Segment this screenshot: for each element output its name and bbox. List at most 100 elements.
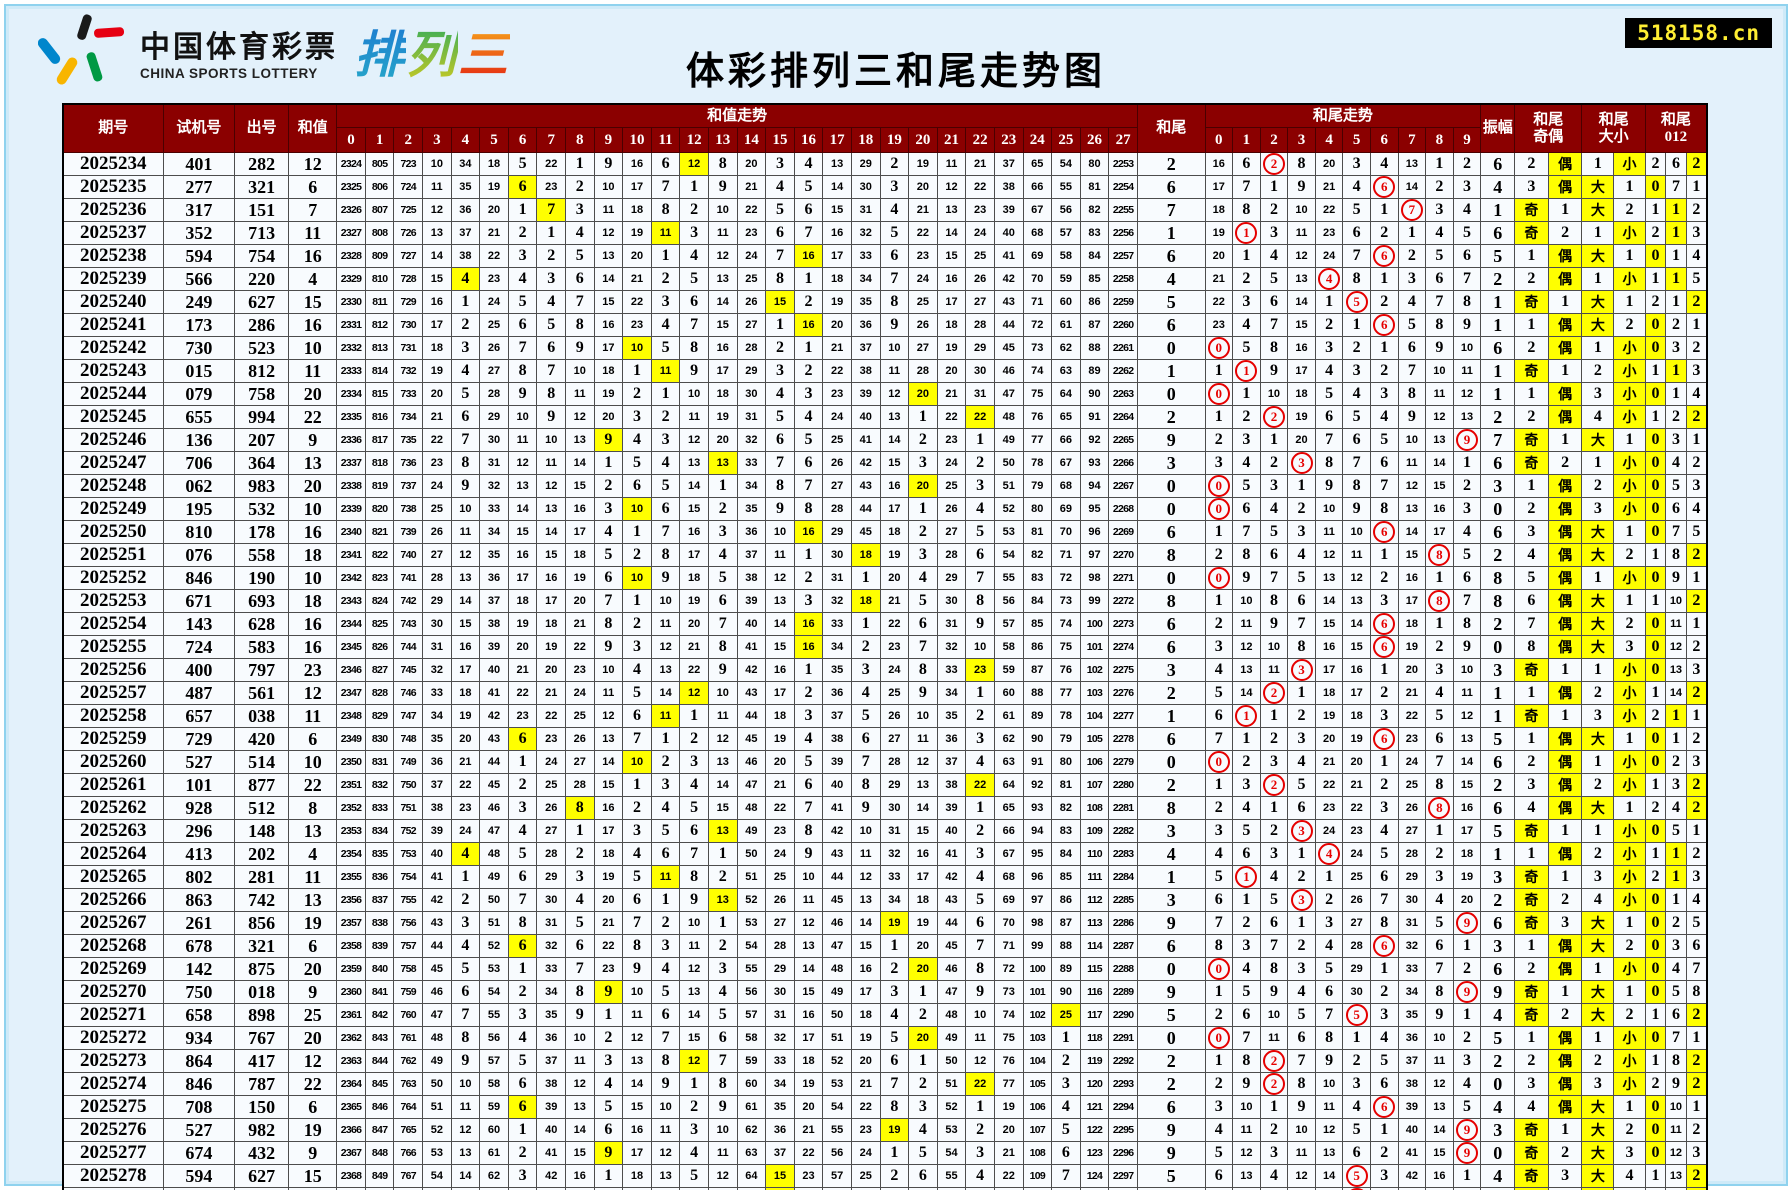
odd-even-cell: 偶 (1547, 1049, 1583, 1073)
sum-trend-cell: 40 (736, 612, 767, 636)
sum-trend-cell: 94 (1079, 474, 1110, 498)
sum-trend-cell: 107 (1079, 773, 1110, 797)
sum-trend-cell: 124 (1079, 1164, 1110, 1188)
sum-trend-cell: 820 (364, 497, 395, 521)
sum-trend-cell: 40 (422, 842, 452, 866)
tail-trend-cell: 6 (1342, 1141, 1371, 1165)
sum-trend-cell: 92 (1079, 428, 1110, 452)
sum-trend-cell: 32 (479, 474, 509, 498)
sum-trend-cell: 23 (565, 658, 595, 682)
sum-trend-cell: 67 (993, 842, 1024, 866)
big-small-cell: 4 (1581, 888, 1615, 912)
tail-trend-cell: 16 (1342, 658, 1371, 682)
sum-trend-cell: 724 (393, 175, 424, 199)
sum-trend-cell: 5 (765, 198, 795, 222)
tail-trend-cell: 28 (1397, 842, 1427, 866)
tail-hit-circle: 0 (1207, 475, 1230, 497)
odd-even-cell: 偶 (1547, 543, 1583, 567)
sum-trend-cell: 20 (707, 428, 738, 452)
sum-tail-cell: 4 (1137, 267, 1206, 291)
sum-trend-cell: 54 (422, 1164, 452, 1188)
sum-trend-cell: 10 (565, 1026, 595, 1050)
tail-trend-cell: 5 (1204, 1141, 1234, 1165)
sum-trend-cell: 2362 (336, 1026, 366, 1050)
sum-trend-cell: 46 (479, 796, 509, 820)
sum-trend-cell: 7 (707, 1049, 738, 1073)
sum-trend-cell: 2363 (336, 1049, 366, 1073)
tail-trend-cell: 6 (1369, 451, 1399, 475)
tail-trend-cell: 16 (1287, 336, 1316, 360)
period-cell: 2025252 (62, 566, 164, 590)
sum-trend-cell: 761 (393, 1026, 424, 1050)
tail-trend-cell: 3 (1369, 796, 1399, 820)
sum-trend-cell: 2364 (336, 1072, 366, 1096)
sum-trend-cell: 4 (965, 750, 995, 774)
sum-trend-cell: 73 (993, 980, 1024, 1004)
tail-trend-cell: 4 (1397, 290, 1427, 314)
sum-trend-cell: 2281 (1108, 796, 1139, 820)
sum-trend-cell: 816 (364, 405, 395, 429)
big-small-cell: 1 (1613, 727, 1646, 751)
tail-trend-cell: 10 (1232, 1095, 1261, 1119)
tail-012-cell: 0 (1644, 244, 1667, 268)
period-cell: 2025247 (62, 451, 164, 475)
amplitude-cell: 2 (1480, 1049, 1516, 1073)
tail-hit-circle: 8 (1428, 590, 1451, 612)
sum-trend-cell: 9 (565, 1003, 595, 1027)
sum-trend-cell: 2353 (336, 819, 366, 843)
tail-trend-cell: 3 (1314, 336, 1344, 360)
sum-trend-cell: 25 (736, 267, 767, 291)
tail-trend-cell: 13 (1342, 589, 1371, 613)
sum-trend-cell: 9 (593, 428, 624, 452)
sum-trend-cell: 61 (1051, 313, 1081, 337)
sum-trend-cell: 2 (793, 290, 824, 314)
sum-trend-cell: 43 (936, 888, 967, 912)
sum-trend-cell: 22 (908, 221, 938, 245)
sum-trend-cell: 5 (593, 1095, 624, 1119)
sum-trend-cell: 760 (393, 1003, 424, 1027)
sum-trend-cell: 12 (565, 1072, 595, 1096)
tail-trend-cell: 6 (1232, 842, 1261, 866)
tail-trend-cell: 15 (1397, 543, 1427, 567)
sum-trend-cell: 12 (536, 474, 566, 498)
sum-trend-cell: 22 (736, 198, 767, 222)
sum-trend-cell: 27 (736, 313, 767, 337)
sum-trend-cell: 3 (565, 198, 595, 222)
table-row: 2025243 015 812 11 2333 814 732 19 4 27 8 7 10 18 1 11 9… (62, 359, 1708, 383)
odd-even-cell: 4 (1514, 796, 1549, 820)
sum-trend-cell: 102 (1022, 1003, 1053, 1027)
sum-cell: 13 (288, 888, 338, 912)
sum-trend-cell: 105 (1022, 1072, 1053, 1096)
big-small-cell: 4 (1613, 1164, 1646, 1188)
tail-trend-col-3: 3 (1287, 127, 1316, 153)
big-small-cell: 3 (1581, 1072, 1615, 1096)
tail-trend-cell: 18 (1452, 842, 1482, 866)
tail-trend-cell: 6 (1342, 221, 1371, 245)
sum-trend-cell: 4 (1051, 1095, 1081, 1119)
sum-trend-cell: 53 (936, 1118, 967, 1142)
test-number-cell: 594 (162, 244, 236, 268)
sum-trend-cell: 52 (822, 1049, 852, 1073)
sum-trend-cell: 10 (765, 520, 795, 544)
sum-trend-cell: 78 (1051, 704, 1081, 728)
sum-trend-cell: 41 (993, 244, 1024, 268)
sum-trend-cell: 8 (650, 1049, 681, 1073)
big-small-cell: 2 (1613, 313, 1646, 337)
sum-trend-cell: 24 (936, 451, 967, 475)
tail-trend-cell: 8 (1397, 382, 1427, 406)
sum-trend-cell: 2254 (1108, 175, 1139, 199)
sum-trend-cell: 22 (622, 290, 652, 314)
tail-trend-cell: 5 (1342, 1164, 1371, 1188)
sum-trend-cell: 42 (822, 819, 852, 843)
sum-trend-cell: 2277 (1108, 704, 1139, 728)
sum-trend-cell: 88 (1022, 681, 1053, 705)
tail-trend-cell: 3 (1232, 428, 1261, 452)
sum-trend-cell: 31 (736, 405, 767, 429)
sum-trend-cell: 2360 (336, 980, 366, 1004)
sum-tail-cell: 9 (1137, 1141, 1206, 1165)
sum-trend-cell: 5 (507, 290, 538, 314)
sum-trend-cell: 815 (364, 382, 395, 406)
sum-trend-cell: 10 (422, 152, 452, 176)
odd-even-cell: 奇 (1514, 1003, 1549, 1027)
